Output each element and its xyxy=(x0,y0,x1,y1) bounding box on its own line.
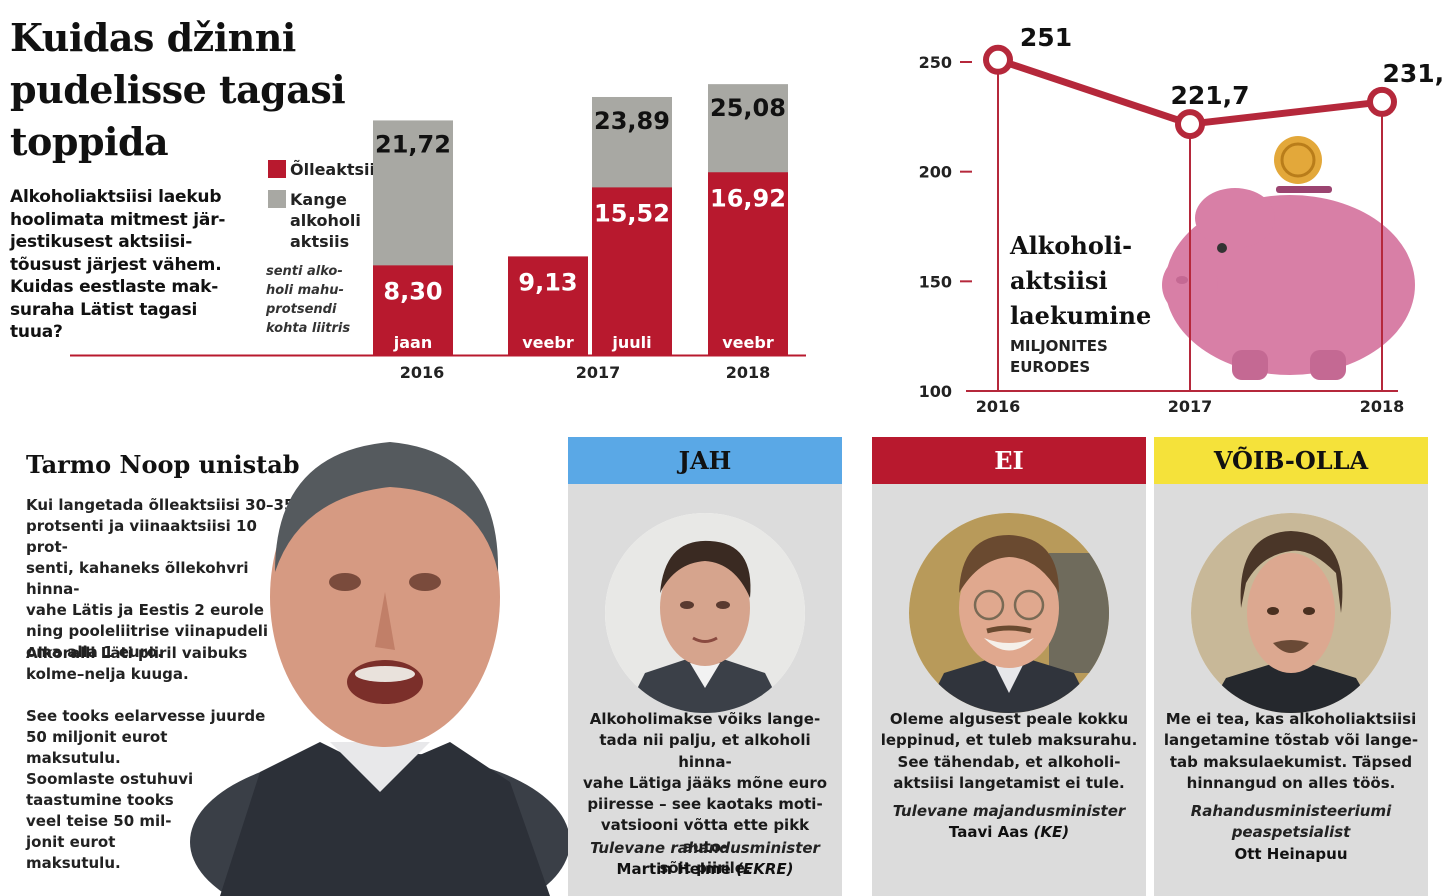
intro-text: Alkoholiaktsiisi laekub hoolimata mitmes… xyxy=(10,187,226,342)
x-tick-label-2: 2018 xyxy=(1360,397,1405,416)
line-chart: 100 150 200 250 251 2016 221,7 2017 231,8 2018 xyxy=(919,23,1442,416)
piggy-bank-leg xyxy=(1310,350,1346,380)
piggy-bank-leg xyxy=(1232,350,1268,380)
person-paragraph-1: Kui langetada õlleaktsiisi 30–35 protsen… xyxy=(26,496,295,661)
bar-beer-0 xyxy=(373,265,453,355)
quote-name-voib-olla: Ott Heinapuu xyxy=(1234,845,1348,863)
person-name: Martin Helme xyxy=(616,860,731,878)
bar-label-beer-2: 15,52 xyxy=(594,199,670,227)
bar-label-beer-3: 16,92 xyxy=(710,184,786,212)
opinion-column-jah: JAH Alkoholimakse võiks lange- tada nii … xyxy=(568,437,842,896)
bar-label-strong-0: 21,72 xyxy=(375,130,451,158)
bar-category-0: jaan xyxy=(393,333,432,352)
piggy-bank-slot xyxy=(1276,186,1332,193)
bar-label-beer-0: 8,30 xyxy=(383,277,442,305)
bar-year-label-2: 2018 xyxy=(726,363,771,382)
euro-coin-ring xyxy=(1280,142,1316,178)
data-point-2 xyxy=(1367,86,1397,117)
piggy-bank-eye xyxy=(1217,243,1227,253)
opinion-column-voib-olla: VÕIB-OLLA Me ei tea, kas alkoholiaktsiis… xyxy=(1154,437,1428,896)
y-tick-label-2: 200 xyxy=(919,163,952,182)
y-tick-label-0: 100 xyxy=(919,382,952,401)
bar-category-2: juuli xyxy=(611,333,651,352)
quote-role-voib-olla: Rahandusministeeriumi peaspetsialist xyxy=(1190,802,1392,842)
quote-name-ei: Taavi Aas (KE) xyxy=(880,822,1138,843)
y-tick-label-3: 250 xyxy=(919,53,952,72)
bar-category-3: veebr xyxy=(722,333,774,352)
party: (KE) xyxy=(1033,823,1070,841)
data-label-1: 221,7 xyxy=(1170,81,1249,110)
data-point-1 xyxy=(1175,109,1205,140)
bar-year-label-1: 2017 xyxy=(576,363,621,382)
legend-swatch-beer xyxy=(268,160,286,178)
quote-role-ei: Tulevane majandusminister xyxy=(892,802,1126,820)
quote-text-voib-olla: Me ei tea, kas alkoholiaktsiisi langetam… xyxy=(1163,710,1419,792)
quote-text-jah: Alkoholimakse võiks lange- tada nii palj… xyxy=(582,710,828,878)
bar-beer-3 xyxy=(708,172,788,355)
portrait-photo-tarmo-noop xyxy=(190,442,570,896)
bar-label-strong-3: 25,08 xyxy=(710,94,786,122)
bar-year-label-0: 2016 xyxy=(400,363,445,382)
bar-category-1: veebr xyxy=(522,333,574,352)
legend-label-beer: Õlleaktsiis xyxy=(290,160,385,179)
person-name: Taavi Aas xyxy=(948,823,1029,841)
bar-label-beer-1: 9,13 xyxy=(518,268,577,296)
legend-swatch-strong xyxy=(268,190,286,208)
person-paragraph-2: Alkoralli Läti piiril vaibuks kolme–nelj… xyxy=(26,644,248,683)
quote-name-jah: Martin Helme (EKRE) xyxy=(576,859,834,880)
data-label-2: 231,8 xyxy=(1382,59,1442,88)
line-chart-title: Alkoholi- aktsiisi laekumine xyxy=(1010,231,1152,330)
bar-beer-2 xyxy=(592,187,672,355)
column-head-jah: JAH xyxy=(568,437,842,484)
party: (EKRE) xyxy=(736,860,794,878)
column-head-voib-olla: VÕIB-OLLA xyxy=(1154,437,1428,484)
person-paragraph-4: Soomlaste ostuhuvi taastumine tooks veel… xyxy=(26,770,194,872)
data-label-0: 251 xyxy=(1020,23,1072,52)
column-head-ei: EI xyxy=(872,437,1146,484)
avatar-martin-helme xyxy=(605,513,805,713)
page-title: Kuidas džinni pudelisse tagasi toppida xyxy=(10,15,346,164)
bar-chart: 21,72 8,30 jaan 9,13 veebr 23,89 15,52 juuli 25,… xyxy=(70,84,806,382)
legend-label-strong: Kange alkoholi aktsiis xyxy=(290,190,361,251)
piggy-bank-nostril xyxy=(1176,276,1188,284)
avatar-taavi-aas xyxy=(909,513,1109,713)
person-heading: Tarmo Noop unistab xyxy=(26,450,300,479)
x-tick-label-0: 2016 xyxy=(976,397,1021,416)
piggy-bank-ear xyxy=(1195,188,1275,248)
bar-label-strong-2: 23,89 xyxy=(594,107,670,135)
person-paragraph-3: See tooks eelarvesse juurde 50 miljonit … xyxy=(26,707,266,767)
quote-role-jah: Tulevane rahandusminister xyxy=(590,839,820,857)
opinion-column-ei: EI Oleme algusest peale kokku leppinud, … xyxy=(872,437,1146,896)
x-tick-label-1: 2017 xyxy=(1168,397,1213,416)
bar-beer-1 xyxy=(508,256,588,355)
data-point-0 xyxy=(983,44,1013,75)
avatar-ott-heinapuu xyxy=(1191,513,1391,713)
quote-text-ei: Oleme algusest peale kokku leppinud, et … xyxy=(880,710,1138,792)
bar-chart-unit-note: senti alko- holi mahu- protsendi kohta l… xyxy=(266,264,351,336)
line-chart-unit: MILJONITES EURODES xyxy=(1010,337,1108,376)
y-tick-label-1: 150 xyxy=(919,272,952,291)
